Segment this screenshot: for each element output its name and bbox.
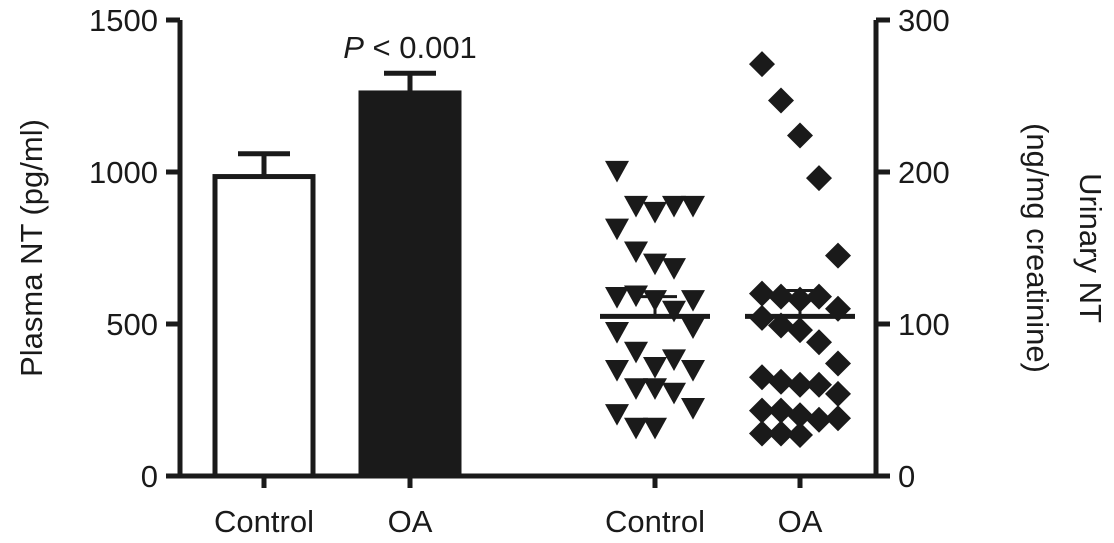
- p-value-annotation: P < 0.001: [343, 30, 477, 65]
- bars-group: [212, 70, 462, 479]
- x-axis-tick-label: OA: [388, 504, 433, 539]
- point-triangle: [662, 195, 686, 218]
- point-triangle: [624, 195, 648, 218]
- right-axis-tick-label: 0: [898, 459, 915, 494]
- right-axis-tick-label: 200: [898, 155, 950, 190]
- left-axis-tick-label: 1500: [89, 3, 158, 38]
- point-triangle: [643, 201, 667, 224]
- point-diamond: [787, 122, 813, 149]
- left-axis-tick-label: 500: [106, 307, 158, 342]
- point-triangle: [605, 218, 629, 241]
- point-diamond: [749, 364, 775, 391]
- point-triangle: [643, 253, 667, 276]
- point-diamond: [787, 421, 813, 448]
- point-triangle: [681, 290, 705, 312]
- left-axis-tick-label: 1000: [89, 155, 158, 190]
- point-triangle: [624, 378, 648, 400]
- point-diamond: [768, 312, 794, 339]
- point-diamond: [787, 402, 813, 429]
- x-axis-tick-label: OA: [778, 504, 823, 539]
- point-diamond: [825, 242, 851, 269]
- right-axis-tick-label: 100: [898, 307, 950, 342]
- point-triangle: [624, 341, 648, 364]
- point-triangle: [605, 287, 629, 309]
- x-axis-tick-label: Control: [214, 504, 314, 539]
- bar: [212, 174, 316, 479]
- point-diamond: [806, 329, 832, 356]
- p-value-italic: P: [343, 30, 364, 65]
- left-axis-title: Plasma NT (pg/ml): [14, 119, 49, 377]
- point-triangle: [643, 378, 667, 400]
- point-triangle: [605, 360, 629, 382]
- point-diamond: [749, 280, 775, 307]
- point-diamond: [806, 406, 832, 433]
- point-diamond: [768, 397, 794, 424]
- point-triangle: [605, 322, 629, 344]
- point-triangle: [681, 398, 705, 420]
- p-value-text: < 0.001: [364, 30, 477, 65]
- point-triangle: [662, 349, 686, 371]
- point-diamond: [768, 368, 794, 395]
- labels-group: Control OA Control OA: [214, 504, 823, 539]
- point-triangle: [643, 417, 667, 440]
- point-diamond: [787, 371, 813, 398]
- point-diamond: [749, 420, 775, 447]
- left-axis-tick-label: 0: [141, 459, 158, 494]
- point-diamond: [825, 350, 851, 377]
- point-triangle: [681, 195, 705, 218]
- x-axis-tick-label: Control: [605, 504, 705, 539]
- point-diamond: [806, 165, 832, 192]
- point-triangle: [605, 160, 629, 183]
- point-triangle: [681, 360, 705, 382]
- bar: [358, 90, 462, 479]
- right-axis-tick-label: 300: [898, 3, 950, 38]
- point-diamond: [806, 371, 832, 398]
- point-diamond: [825, 380, 851, 407]
- axes: 0 500 1000 1500 0 100 200 300: [89, 3, 950, 494]
- right-axis-title-line1: Urinary NT: [1073, 173, 1108, 323]
- point-diamond: [768, 420, 794, 447]
- points-group: [600, 51, 855, 448]
- point-triangle: [662, 300, 686, 323]
- point-diamond: [825, 405, 851, 432]
- point-triangle: [681, 317, 705, 340]
- point-triangle: [662, 258, 686, 280]
- point-diamond: [768, 87, 794, 114]
- point-triangle: [662, 382, 686, 405]
- point-diamond: [749, 397, 775, 424]
- point-triangle: [624, 241, 648, 264]
- point-diamond: [787, 317, 813, 344]
- right-axis-title-line2: (ng/mg creatinine): [1020, 123, 1055, 373]
- point-triangle: [605, 404, 629, 426]
- point-triangle: [643, 356, 667, 379]
- point-triangle: [624, 417, 648, 440]
- point-diamond: [749, 51, 775, 78]
